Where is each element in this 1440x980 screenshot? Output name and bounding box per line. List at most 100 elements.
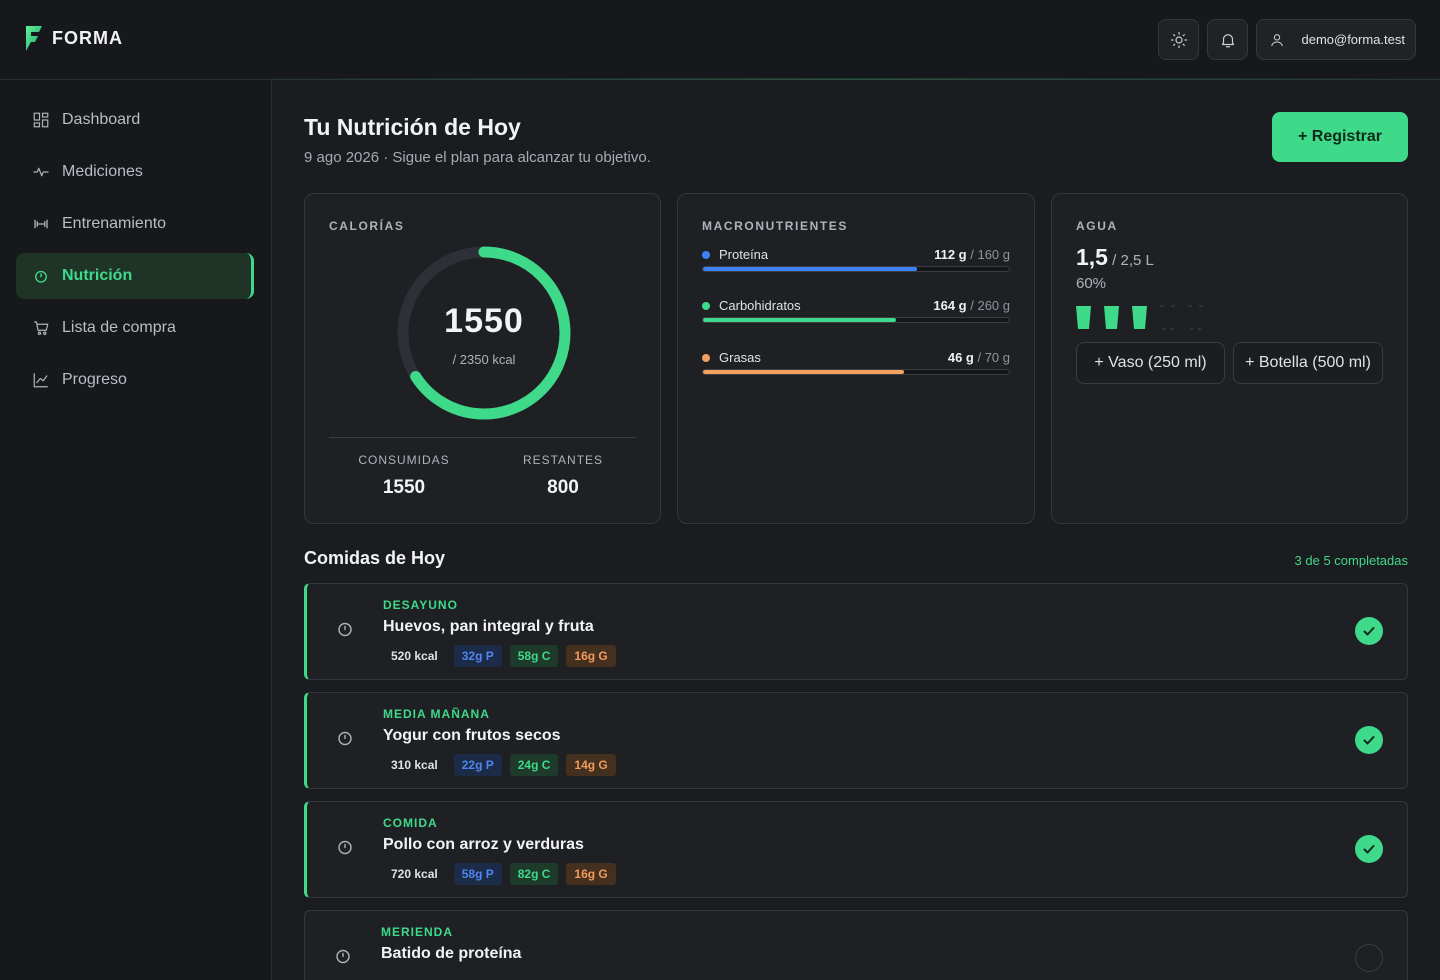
top-bar: FORMA demo@forma.test	[0, 0, 1440, 80]
add-glass-button[interactable]: + Vaso (250 ml)	[1076, 342, 1225, 384]
app-logo[interactable]: FORMA	[22, 24, 123, 52]
apple-icon	[35, 270, 47, 283]
sidebar-item-progreso[interactable]: Progreso	[16, 357, 254, 403]
macro-target: / 260 g	[966, 298, 1010, 313]
meal-kcal: 720 kcal	[391, 867, 438, 881]
sidebar-item-label: Dashboard	[62, 111, 141, 128]
activity-icon	[33, 167, 49, 177]
sidebar: Dashboard Mediciones Entrenamiento Nutri…	[0, 80, 272, 980]
water-label: AGUA	[1076, 219, 1118, 233]
register-button[interactable]: + Registrar	[1272, 112, 1408, 162]
macro-fat: Grasas 46 g / 70 g	[702, 350, 1010, 390]
protein-tag: 22g P	[453, 754, 502, 776]
meal-card[interactable]: DESAYUNO Huevos, pan integral y fruta 52…	[304, 583, 1408, 680]
fat-tag: 14g G	[566, 754, 616, 776]
macro-carbs: Carbohidratos 164 g / 260 g	[702, 298, 1010, 338]
meal-card[interactable]: MEDIA MAÑANA Yogur con frutos secos 310 …	[304, 692, 1408, 789]
meal-complete-toggle[interactable]	[1355, 944, 1383, 972]
remaining-value: 800	[547, 477, 579, 498]
sidebar-item-label: Lista de compra	[62, 319, 176, 336]
sidebar-item-label: Progreso	[62, 371, 127, 388]
remaining-stat: RESTANTES 800	[483, 453, 643, 499]
divider	[329, 437, 636, 438]
meal-type: DESAYUNO	[383, 598, 458, 612]
calories-ring-progress	[397, 246, 571, 420]
meals-completed-count: 3 de 5 completadas	[1294, 553, 1408, 568]
app-name: FORMA	[52, 27, 123, 48]
water-glass-filled	[1076, 306, 1091, 329]
cart-icon	[34, 321, 49, 335]
page-title: Tu Nutrición de Hoy	[304, 114, 521, 140]
water-glass-empty	[1188, 305, 1203, 330]
meal-type: MEDIA MAÑANA	[383, 707, 490, 721]
calories-card: CALORÍAS 1550 / 2350 kcal CONSUMIDAS 155…	[304, 193, 661, 524]
sidebar-item-label: Mediciones	[62, 163, 143, 180]
remaining-label: RESTANTES	[522, 453, 604, 467]
meal-type: COMIDA	[383, 816, 438, 830]
add-bottle-button[interactable]: + Botella (500 ml)	[1233, 342, 1383, 384]
meal-name: Batido de proteína	[381, 945, 522, 962]
macro-name: Grasas	[719, 350, 761, 365]
sidebar-item-entrenamiento[interactable]: Entrenamiento	[16, 201, 254, 247]
sidebar-item-label: Entrenamiento	[62, 215, 167, 232]
sidebar-item-mediciones[interactable]: Mediciones	[16, 149, 254, 195]
consumed-value: 1550	[382, 477, 426, 498]
clock-icon	[338, 622, 352, 637]
meal-type: MERIENDA	[381, 925, 454, 939]
meal-complete-toggle[interactable]	[1355, 726, 1383, 754]
clock-icon	[336, 949, 350, 964]
water-percent: 60%	[1076, 275, 1107, 292]
meals-title: Comidas de Hoy	[304, 548, 446, 568]
fat-tag: 16g G	[566, 645, 616, 667]
protein-dot	[702, 250, 710, 259]
sidebar-item-nutricion[interactable]: Nutrición	[16, 253, 254, 299]
calories-consumed-big: 1550	[444, 302, 524, 340]
water-card: AGUA 1,5 / 2,5 L 60% + Vaso (250 ml) + B…	[1051, 193, 1408, 524]
calories-goal: / 2350 kcal	[452, 352, 516, 367]
macro-target: / 70 g	[973, 350, 1010, 365]
user-email: demo@forma.test	[1301, 32, 1405, 47]
macro-name: Proteína	[719, 247, 769, 262]
water-amount: 1,5 / 2,5 L	[1076, 244, 1154, 271]
meal-complete-toggle[interactable]	[1355, 835, 1383, 863]
carbs-dot	[702, 301, 710, 310]
calories-label: CALORÍAS	[329, 219, 405, 233]
notifications-button[interactable]	[1207, 19, 1249, 60]
page-subtitle: 9 ago 2026 · Sigue el plan para alcanzar…	[304, 149, 651, 166]
macro-current: 112 g	[934, 247, 967, 262]
meal-name: Huevos, pan integral y fruta	[383, 618, 594, 635]
water-glass-empty	[1160, 305, 1175, 330]
sun-icon	[1170, 31, 1188, 48]
macro-progress-bar	[703, 267, 918, 271]
macro-current: 164 g	[933, 298, 967, 313]
macro-current: 46 g	[947, 350, 974, 365]
water-current: 1,5	[1076, 244, 1108, 270]
meal-kcal: 310 kcal	[391, 758, 438, 772]
fat-tag: 16g G	[566, 863, 616, 885]
water-glasses	[1076, 304, 1203, 330]
water-glass-filled	[1104, 306, 1119, 329]
meal-card[interactable]: COMIDA Pollo con arroz y verduras 720 kc…	[304, 801, 1408, 898]
sidebar-item-lista-de-compra[interactable]: Lista de compra	[16, 305, 254, 351]
dashboard-icon	[33, 112, 49, 128]
fat-dot	[702, 353, 710, 362]
clock-icon	[338, 840, 352, 855]
theme-toggle-button[interactable]	[1158, 19, 1200, 60]
check-icon	[1363, 627, 1375, 636]
meal-card[interactable]: MERIENDA Batido de proteína	[304, 910, 1408, 980]
meal-name: Pollo con arroz y verduras	[383, 836, 584, 853]
check-icon	[1363, 736, 1375, 745]
user-menu-button[interactable]: demo@forma.test	[1256, 19, 1416, 60]
calories-ring	[397, 246, 571, 420]
sidebar-item-dashboard[interactable]: Dashboard	[16, 97, 254, 143]
meal-complete-toggle[interactable]	[1355, 617, 1383, 645]
water-target: / 2,5 L	[1107, 252, 1154, 269]
bell-icon	[1221, 33, 1235, 47]
main-content: Tu Nutrición de Hoy 9 ago 2026 · Sigue e…	[272, 80, 1440, 980]
consumed-label: CONSUMIDAS	[358, 453, 450, 467]
macro-target: / 160 g	[966, 247, 1010, 262]
macros-card: MACRONUTRIENTES Proteína 112 g / 160 g C…	[677, 193, 1035, 524]
carbs-tag: 82g C	[509, 863, 559, 885]
macro-track	[702, 369, 1010, 375]
meal-name: Yogur con frutos secos	[383, 727, 561, 744]
